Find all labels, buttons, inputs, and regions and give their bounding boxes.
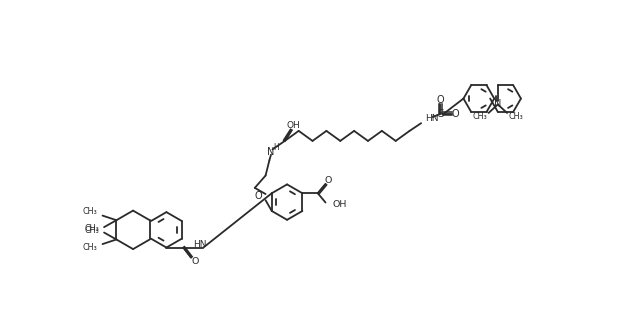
Text: CH₃: CH₃ (472, 112, 487, 121)
Text: N: N (494, 99, 501, 110)
Text: O: O (437, 95, 444, 105)
Text: HN: HN (425, 114, 439, 123)
Text: CH₃: CH₃ (85, 226, 99, 236)
Text: O: O (191, 257, 199, 266)
Text: CH₃: CH₃ (82, 243, 97, 252)
Text: O: O (255, 191, 263, 201)
Text: OH: OH (332, 200, 347, 209)
Text: OH: OH (286, 121, 300, 130)
Text: CH₃: CH₃ (85, 224, 99, 233)
Text: O: O (452, 109, 460, 119)
Text: N: N (267, 147, 275, 157)
Text: S: S (438, 109, 444, 119)
Text: O: O (325, 176, 332, 185)
Text: CH₃: CH₃ (82, 207, 97, 216)
Text: H: H (273, 143, 279, 152)
Text: HN: HN (193, 240, 207, 249)
Text: CH₃: CH₃ (508, 112, 523, 121)
